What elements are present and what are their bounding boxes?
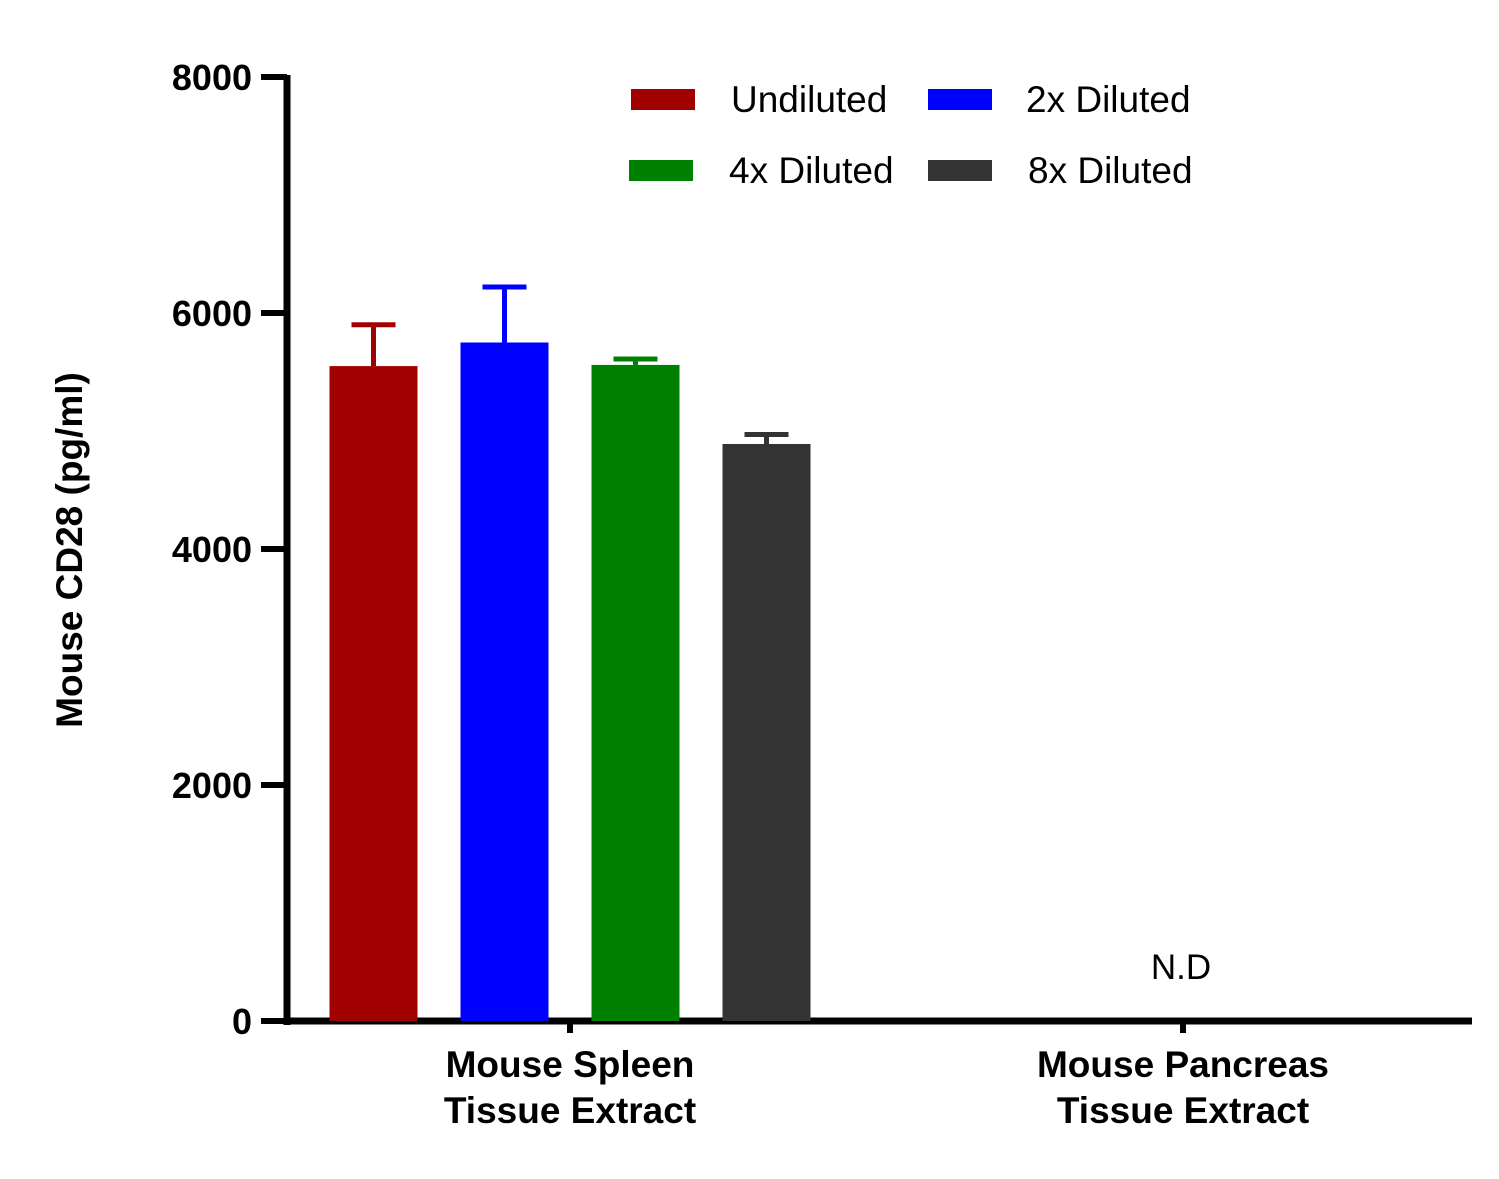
legend-swatch-1 xyxy=(928,89,992,110)
bars xyxy=(329,284,811,1022)
y-tick-label-4: 8000 xyxy=(172,57,252,98)
y-tick-label-3: 6000 xyxy=(172,293,252,334)
legend-label-1: 2x Diluted xyxy=(1026,79,1191,120)
bar-0-0 xyxy=(329,366,418,1022)
x-category-label-1-0: Mouse Pancreas xyxy=(1037,1044,1329,1085)
legend-swatch-0 xyxy=(631,89,695,110)
bar-0-1 xyxy=(460,342,549,1021)
legend-swatch-2 xyxy=(629,160,693,181)
bar-0-3 xyxy=(722,443,811,1022)
x-category-label-1-1: Tissue Extract xyxy=(1057,1090,1309,1131)
y-tick-label-0: 0 xyxy=(232,1001,252,1042)
legend-label-2: 4x Diluted xyxy=(729,150,894,191)
annotations: N.D xyxy=(1151,948,1211,987)
legend: Undiluted 2x Diluted 4x Diluted 8x Diluted xyxy=(629,79,1193,191)
y-axis-label: Mouse CD28 (pg/ml) xyxy=(49,372,90,728)
x-axis-labels: Mouse Spleen Tissue Extract Mouse Pancreas… xyxy=(444,1044,1329,1131)
y-axis-label-group: Mouse CD28 (pg/ml) xyxy=(49,372,90,728)
y-tick-label-2: 4000 xyxy=(172,529,252,570)
bar-0-2 xyxy=(591,364,680,1021)
legend-label-3: 8x Diluted xyxy=(1028,150,1193,191)
annotation-nd: N.D xyxy=(1151,948,1211,987)
legend-label-0: Undiluted xyxy=(731,79,887,120)
legend-swatch-3 xyxy=(928,160,992,181)
x-category-label-0-0: Mouse Spleen xyxy=(446,1044,695,1085)
x-category-label-0-1: Tissue Extract xyxy=(444,1090,696,1131)
y-tick-label-1: 2000 xyxy=(172,765,252,806)
